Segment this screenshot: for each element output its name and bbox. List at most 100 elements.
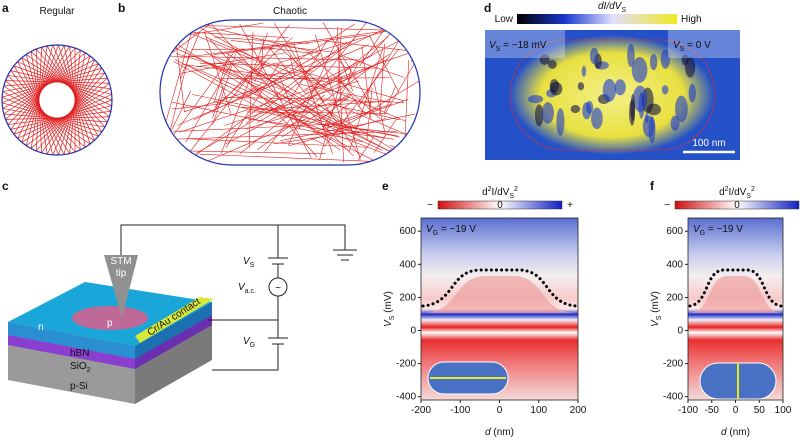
y-tick-label: 200 [399,292,416,303]
orbit-chord [172,102,364,143]
orbit-chord [199,153,370,162]
orbit-chord [225,63,280,148]
orbit-chord [325,122,399,137]
n-rest: = −18 mV [500,40,546,51]
orbit-chord [212,54,236,125]
panel-label: c [2,179,9,193]
y-tick-label: 0 [410,326,416,337]
colorbar-title: d2I/dVS2 [719,186,755,200]
orbit-chord [357,137,374,161]
orbit-chord [379,43,385,116]
y-tick-label: -200 [396,359,416,370]
texture-spot [649,53,658,71]
orbit-chord [245,38,356,124]
orbit-chord [186,64,383,151]
panel-label: f [650,179,655,193]
texture-spot [670,115,680,131]
x-axis-label: d (nm) [721,427,750,438]
xl-main: d [485,427,491,438]
colorbar-title: d2I/dVS2 [482,186,518,200]
y-tick-label: 400 [399,259,416,270]
x-tick-label: 0 [733,405,739,416]
orbit-chord [230,40,334,53]
n-rest: = −19 V [705,224,743,235]
panels: a Regular b Chaotic d dI/dVS Low High VS… [1,1,740,404]
tip-label: STM [110,256,131,267]
dotted-curve [688,268,783,308]
x-tick-label: 200 [570,405,587,416]
circle-billiard [1,44,113,156]
orbit-chord [173,123,343,132]
texture-spot [661,85,669,95]
orbit-chord [338,58,388,84]
orbit-chord [205,36,407,122]
texture-spot [549,79,559,93]
orbit-chord [322,103,392,128]
texture-spot [631,57,648,83]
orbit-chord [310,137,324,145]
orbit-chord [344,107,361,160]
n-sub: G [433,230,438,237]
orbit-chord [185,63,232,142]
orbit-chord [389,144,419,159]
orbit-chord [299,83,387,102]
cb-d: d [719,187,725,198]
orbit-chord [212,86,224,118]
n-main: V [426,224,434,235]
orbit-chord [248,31,254,148]
orbit-chord [256,68,398,152]
texture-spot [675,95,688,123]
orbit-chord [237,23,356,99]
texture-spot [602,78,616,102]
cb-sup2: 2 [751,186,755,193]
orbit-chord [322,64,358,130]
orbit-chord [262,46,314,54]
orbit-chord [411,25,419,63]
xl-rest: (nm) [727,427,750,438]
l-sub: 2 [87,367,91,374]
n-sub: G [700,230,705,237]
texture-spot [577,82,585,91]
texture-spot [539,54,550,65]
cb-minus: − [427,200,433,211]
sio2-front [8,335,135,369]
orbit-chord [287,37,339,146]
colorbar-high: High [681,14,702,25]
x-tick-label: 50 [754,405,766,416]
s-sub: S [250,262,255,269]
panel-title: Regular [39,6,75,17]
orbit-chord [178,61,243,74]
x-tick-label: -100 [450,405,470,416]
source-label: VG [243,336,255,349]
orbit-chord [280,113,416,141]
panel-title: Chaotic [273,6,307,17]
yl-rest: (mV) [650,291,661,315]
texture-spot [685,56,696,78]
n-rest: = 0 V [684,40,711,51]
yl-sub: S [656,315,663,320]
n-sub: S [680,46,685,53]
cb-minus: − [664,200,670,211]
sio2-side [135,315,212,369]
orbit-chord [213,101,386,139]
y-axis-label: VS (mV) [383,291,396,327]
cb-main: I/dV [729,187,747,198]
orbit-chord [275,43,333,96]
n-rest: = −19 V [438,224,476,235]
cb-zero: 0 [734,200,740,211]
x-tick-label: 100 [530,405,547,416]
orbit-chord [335,81,419,133]
orbit-chord [177,31,289,38]
panel-label: a [2,1,9,15]
orbit-chord [361,46,372,120]
cb-d: d [482,187,488,198]
y-tick-label: 600 [666,226,683,237]
dotted-curve [421,268,578,308]
cb-sub: S [746,193,751,200]
orbit-chord [239,23,312,159]
map-texture [527,43,696,144]
contact [135,297,214,343]
